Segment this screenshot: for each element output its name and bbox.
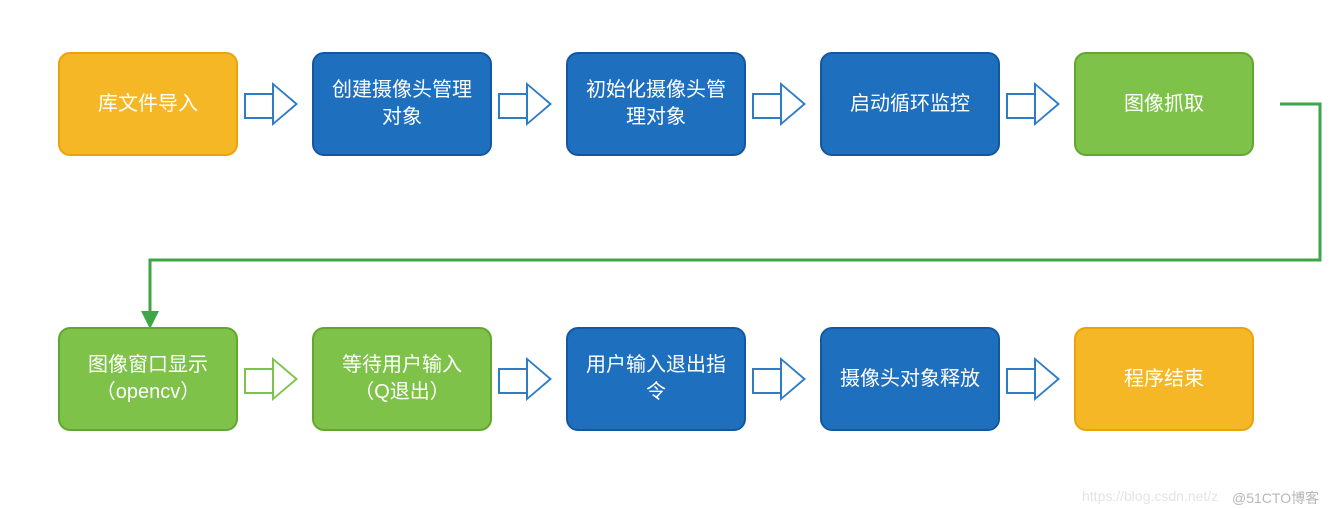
flow-node-n3: 初始化摄像头管理对象 bbox=[566, 52, 746, 156]
flow-node-label: 库文件导入 bbox=[98, 91, 198, 118]
watermark-faint: https://blog.csdn.net/z bbox=[1082, 488, 1218, 504]
flow-node-n8: 用户输入退出指令 bbox=[566, 327, 746, 431]
flow-node-n6: 图像窗口显示（opencv） bbox=[58, 327, 238, 431]
flow-node-n9: 摄像头对象释放 bbox=[820, 327, 1000, 431]
watermark-dark: @51CTO博客 bbox=[1232, 488, 1319, 508]
flow-node-n10: 程序结束 bbox=[1074, 327, 1254, 431]
arrow-tip bbox=[782, 86, 803, 122]
arrow-tip bbox=[528, 361, 549, 397]
flow-arrow-after-n4 bbox=[1006, 82, 1062, 126]
flow-node-n7: 等待用户输入（Q退出） bbox=[312, 327, 492, 431]
flow-arrow-after-n2 bbox=[498, 82, 554, 126]
flow-arrow-after-n6 bbox=[244, 357, 300, 401]
arrow-tip bbox=[528, 86, 549, 122]
flow-node-label: 程序结束 bbox=[1124, 366, 1204, 393]
flow-node-n1: 库文件导入 bbox=[58, 52, 238, 156]
flow-node-label: 摄像头对象释放 bbox=[840, 366, 980, 393]
flow-node-label: 启动循环监控 bbox=[850, 91, 970, 118]
arrow-tip bbox=[274, 361, 295, 397]
flow-node-n4: 启动循环监控 bbox=[820, 52, 1000, 156]
flow-node-label: 创建摄像头管理对象 bbox=[324, 77, 480, 131]
flow-node-label: 图像窗口显示（opencv） bbox=[88, 352, 208, 406]
arrow-tip bbox=[782, 361, 803, 397]
flow-node-n2: 创建摄像头管理对象 bbox=[312, 52, 492, 156]
flow-node-label: 初始化摄像头管理对象 bbox=[578, 77, 734, 131]
flow-arrow-after-n7 bbox=[498, 357, 554, 401]
arrow-tip bbox=[1036, 86, 1057, 122]
flow-node-n5: 图像抓取 bbox=[1074, 52, 1254, 156]
flow-node-label: 等待用户输入（Q退出） bbox=[342, 352, 462, 406]
flow-node-label: 用户输入退出指令 bbox=[578, 352, 734, 406]
flow-arrow-after-n3 bbox=[752, 82, 808, 126]
arrow-tip bbox=[1036, 361, 1057, 397]
flow-arrow-after-n1 bbox=[244, 82, 300, 126]
flow-arrow-after-n8 bbox=[752, 357, 808, 401]
flow-arrow-after-n9 bbox=[1006, 357, 1062, 401]
arrow-tip bbox=[274, 86, 295, 122]
flow-node-label: 图像抓取 bbox=[1124, 91, 1204, 118]
